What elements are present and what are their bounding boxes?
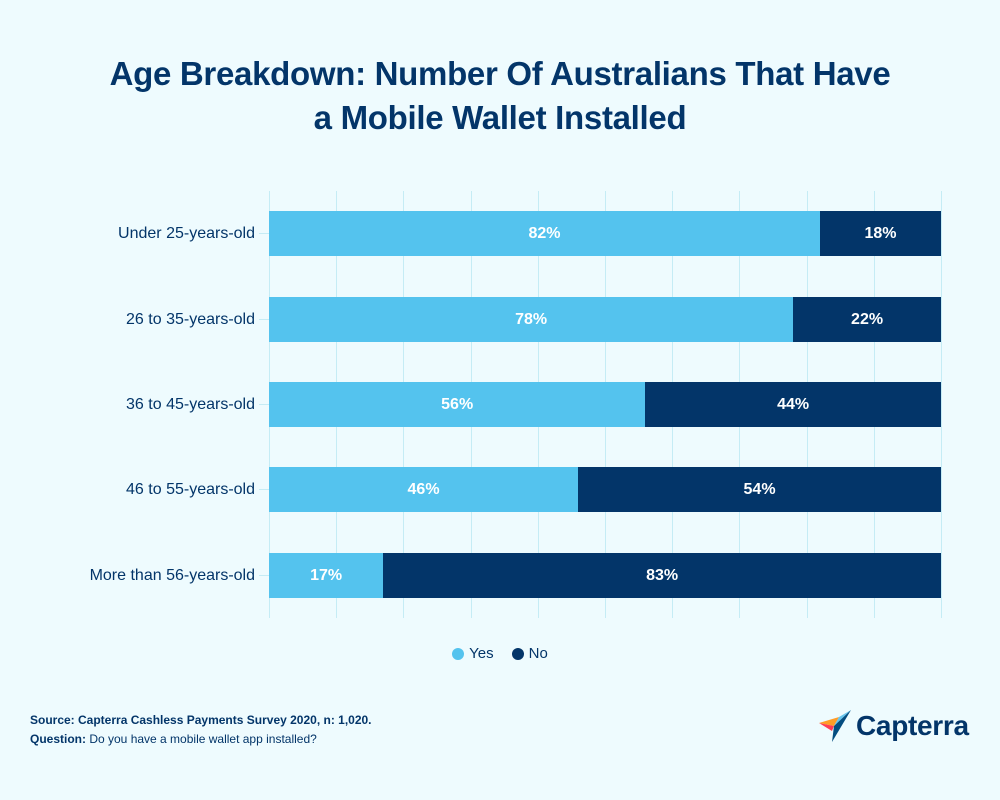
category-label: 46 to 55-years-old	[126, 481, 255, 498]
bar-yes: 56%	[269, 382, 646, 427]
gridline	[941, 191, 942, 618]
bar-no: 54%	[578, 467, 941, 512]
bar-yes: 17%	[269, 553, 384, 598]
bar-no: 22%	[793, 297, 941, 342]
title-line-1: Age Breakdown: Number Of Australians Tha…	[109, 55, 891, 92]
bar-row: 56% 44%	[269, 382, 941, 427]
footer-notes: Source: Capterra Cashless Payments Surve…	[30, 711, 372, 749]
legend-yes-dot-icon	[452, 647, 465, 660]
bar-row: 46% 54%	[269, 467, 941, 512]
title-line-2: a Mobile Wallet Installed	[313, 99, 687, 136]
axis-tick	[259, 233, 269, 234]
capterra-arrow-icon	[819, 710, 851, 742]
category-label: Under 25-years-old	[118, 225, 255, 242]
bar-no: 18%	[820, 211, 941, 256]
legend-no-label: No	[528, 645, 548, 662]
legend-item-no: No	[511, 645, 548, 662]
question-text: Do you have a mobile wallet app installe…	[86, 732, 317, 746]
axis-tick	[259, 404, 269, 405]
capterra-logo: Capterra	[818, 709, 969, 743]
bar-row: 78% 22%	[269, 297, 941, 342]
legend-no-dot-icon	[511, 647, 524, 660]
question-label: Question:	[30, 732, 86, 746]
bar-row: 17% 83%	[269, 553, 941, 598]
bar-no: 83%	[383, 553, 941, 598]
bar-row: 82% 18%	[269, 211, 941, 256]
axis-tick	[259, 489, 269, 490]
source-note: Source: Capterra Cashless Payments Surve…	[30, 713, 372, 727]
bar-yes: 46%	[269, 467, 579, 512]
axis-tick	[259, 575, 269, 576]
bar-yes: 82%	[269, 211, 821, 256]
axis-tick	[259, 319, 269, 320]
legend-yes-label: Yes	[469, 645, 494, 662]
chart-title: Age Breakdown: Number Of Australians Tha…	[0, 52, 1000, 140]
category-label: 26 to 35-years-old	[126, 311, 255, 328]
category-label: 36 to 45-years-old	[126, 396, 255, 413]
plot-area: 82% 18% 78% 22% 56% 44% 46% 54% 17% 83%	[269, 191, 942, 618]
legend: Yes No	[0, 645, 1000, 662]
bar-no: 44%	[645, 382, 941, 427]
capterra-logo-text: Capterra	[856, 710, 969, 741]
legend-item-yes: Yes	[452, 645, 494, 662]
category-label: More than 56-years-old	[89, 567, 255, 584]
bar-yes: 78%	[269, 297, 794, 342]
